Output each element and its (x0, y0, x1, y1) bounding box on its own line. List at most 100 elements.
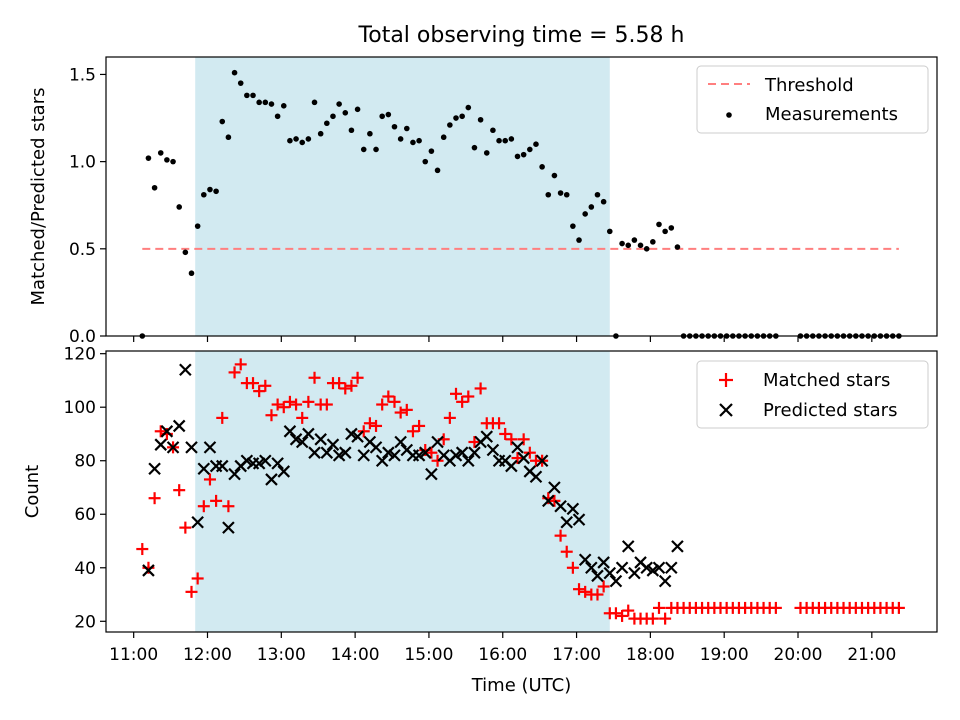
matched-star-point (394, 406, 407, 419)
observing-span (195, 351, 610, 632)
matched-star-point (370, 419, 383, 432)
predicted-star-point (585, 561, 598, 575)
measurement-point (201, 191, 207, 198)
measurement-point (219, 118, 226, 125)
matched-star-point (197, 500, 210, 513)
measurement-point (582, 211, 588, 217)
matched-star-point (259, 379, 272, 392)
predicted-star-point (179, 363, 192, 377)
predicted-star-point (541, 494, 555, 508)
measurement-point (176, 204, 182, 210)
matched-star-point (413, 419, 426, 432)
measurement-point (274, 113, 281, 120)
measurement-point (410, 139, 416, 146)
count-y-tick-label: 60 (74, 505, 96, 525)
measurement-point (428, 148, 435, 154)
matched-star-point (462, 390, 475, 403)
measurement-point (391, 123, 398, 130)
measurement-point (588, 204, 595, 210)
measurement-point (151, 184, 158, 191)
count-y-axis: 20 40 60 80 100 120 (64, 345, 106, 632)
measurement-point (225, 134, 232, 141)
predicted-legend-label: Predicted stars (763, 400, 897, 421)
predicted-star-point (265, 473, 278, 486)
predicted-star-point (652, 561, 666, 575)
predicted-star-point (283, 425, 297, 438)
count-y-tick-label: 20 (74, 612, 96, 632)
matched-star-point (290, 398, 303, 411)
measurement-point (477, 116, 484, 123)
measurement-point (262, 99, 269, 106)
matched-star-point (333, 377, 346, 390)
matched-star-point (431, 454, 444, 467)
predicted-star-point (486, 443, 500, 457)
matched-star-point (579, 585, 592, 598)
measurement-point (422, 158, 429, 165)
measurements-legend-swatch (726, 112, 732, 118)
matched-star-point (283, 395, 296, 408)
predicted-star-point (142, 564, 155, 577)
matched-star-point (271, 398, 284, 411)
predicted-star-point (259, 454, 272, 468)
predicted-star-point (566, 502, 580, 516)
predicted-star-point (308, 446, 321, 459)
matched-star-point (203, 473, 216, 486)
matched-star-point (154, 425, 167, 438)
measurement-point (643, 246, 650, 252)
measurement-point (231, 69, 238, 76)
predicted-star-point (462, 454, 475, 468)
predicted-star-point (320, 446, 334, 459)
matched-star-point (265, 409, 278, 422)
measurement-point (606, 228, 613, 235)
measurements-points (139, 69, 902, 339)
predicted-star-point (615, 561, 629, 575)
matched-star-point (376, 398, 389, 411)
matched-star-point (609, 607, 622, 620)
measurement-point (299, 139, 306, 146)
ratio-plot-frame (105, 56, 938, 337)
matched-star-point (597, 580, 610, 593)
predicted-star-point (302, 427, 315, 441)
matched-star-point (247, 377, 260, 390)
measurement-point (619, 240, 625, 247)
predicted-star-point (172, 419, 186, 433)
measurement-point (533, 141, 539, 147)
predicted-star-point (621, 540, 635, 553)
matched-star-point (406, 425, 419, 438)
matched-star-point (511, 452, 524, 465)
measurement-point (207, 186, 213, 193)
predicted-star-point (560, 515, 574, 529)
measurement-point (379, 113, 385, 120)
matched-star-point (652, 601, 665, 614)
measurement-point (213, 188, 219, 195)
predicted-star-point (277, 465, 291, 478)
matched-star-point (339, 382, 352, 395)
matched-star-point (474, 382, 487, 395)
measurement-point (237, 80, 244, 86)
predicted-star-point (658, 574, 672, 588)
measurement-point (465, 104, 472, 111)
measurement-point (434, 167, 441, 174)
measurement-point (287, 137, 293, 144)
measurement-point (305, 136, 312, 142)
measurement-point (256, 99, 262, 106)
predicted-star-point (203, 441, 217, 454)
predicted-star-point (665, 561, 678, 575)
measurement-point (403, 125, 410, 132)
predicted-star-point (628, 566, 641, 580)
predicted-star-point (529, 470, 543, 484)
matched-star-point (302, 395, 315, 408)
measurement-point (594, 191, 601, 198)
measurement-point (668, 225, 675, 231)
count-legend: Matched stars Predicted stars (696, 360, 929, 429)
measurement-point (631, 237, 638, 243)
predicted-star-point (431, 435, 444, 449)
measurement-point (164, 157, 170, 163)
measurement-point (514, 153, 521, 160)
measurement-point (182, 249, 189, 256)
predicted-star-point (394, 435, 407, 449)
measurement-point (502, 137, 509, 144)
matched-star-point (493, 417, 506, 430)
measurement-point (490, 127, 496, 134)
predicted-star-point (191, 515, 204, 529)
